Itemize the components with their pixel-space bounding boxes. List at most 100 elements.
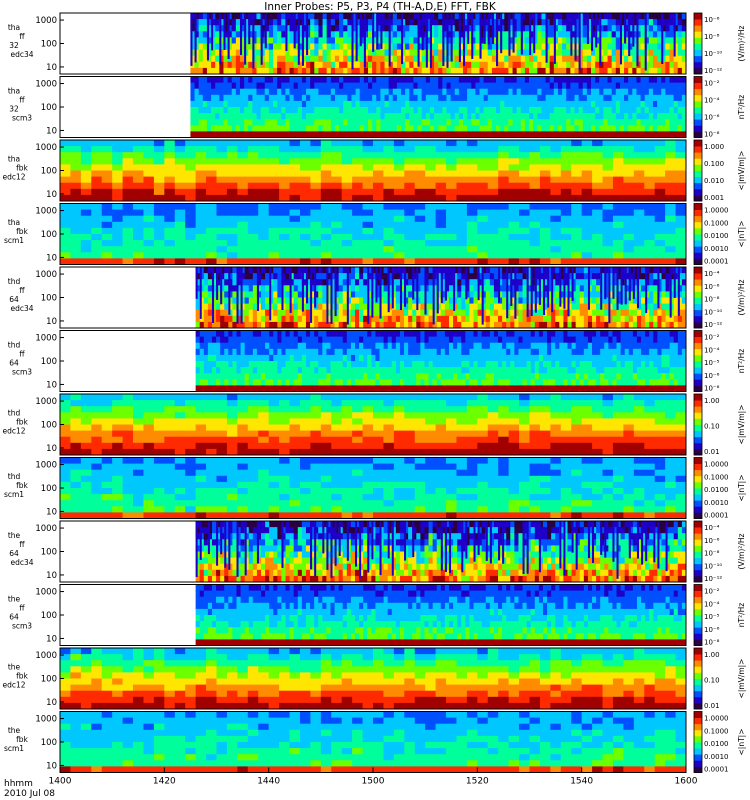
colorbar-label: <|nT|> <box>737 475 746 502</box>
colorbar-label: (V/m)²/Hz <box>737 533 746 569</box>
colorbar-tick-label: 10⁻⁸ <box>704 296 720 304</box>
y-tick-label: 100 <box>41 103 57 113</box>
colorbar-tick-label: 10⁻⁸ <box>704 33 720 41</box>
colorbar-tick-label: 0.0100 <box>704 486 729 494</box>
colorbar-tick-label: 10⁻² <box>704 588 720 596</box>
colorbar-tick-label: 10⁻² <box>704 80 720 88</box>
y-tick-label: 1000 <box>35 207 57 217</box>
x-tick-label: 1540 <box>570 777 593 787</box>
colorbar-tick-label: 1.0000 <box>704 715 729 723</box>
spectrogram-cells <box>190 76 686 138</box>
y-tick-label: 10 <box>46 380 57 390</box>
x-axis-label: hhmm <box>4 779 33 789</box>
spectrogram-cells <box>195 267 686 328</box>
y-tick-label: 10 <box>46 507 57 517</box>
spectrogram-cells <box>60 711 686 773</box>
x-tick-label: 1600 <box>675 777 698 787</box>
panel-y-label: theff 64 edc34 <box>8 531 34 567</box>
y-tick-label: 1000 <box>35 80 57 90</box>
panel-6: 1000 100 10 thdff 64 scm3 10⁻² 10⁻⁴ 10⁻⁵ 10⁻⁶ 10⁻⁸… <box>8 330 746 393</box>
colorbar: 1.0000 0.1000 0.0100 0.0010 0.0001 <|nT|> <box>693 711 746 774</box>
y-tick-label: 100 <box>41 167 57 177</box>
colorbar-tick-label: 1.0000 <box>704 461 729 469</box>
colorbar-tick-label: 10⁻⁴ <box>704 600 720 608</box>
colorbar-tick-label: 0.0001 <box>704 258 729 266</box>
y-tick-label: 100 <box>41 421 57 431</box>
colorbar-label: <|mV/m|> <box>737 659 746 699</box>
colorbar-tick-label: 0.0001 <box>704 766 729 774</box>
colorbar: 1.00 0.10 0.01 <|mV/m|> <box>693 393 746 456</box>
colorbar-label: <|nT|> <box>737 729 746 756</box>
panel-y-label: thaff 32 edc34 <box>8 23 34 59</box>
y-tick-label: 10 <box>46 634 57 644</box>
y-tick-label: 10 <box>46 761 57 771</box>
panel-1: 1000 100 10 thaff 32 edc34 10⁻⁶ 10⁻⁸ 10⁻¹⁰ 10⁻¹² (… <box>8 12 746 75</box>
panel-y-label: thdff 64 scm3 <box>8 341 33 377</box>
colorbar-tick-label: 10⁻⁶ <box>704 537 720 545</box>
colorbar-label: nT²/Hz <box>737 349 746 374</box>
colorbar-label: (V/m)²/Hz <box>737 25 746 61</box>
colorbar-tick-label: 10⁻¹⁰ <box>704 562 722 570</box>
date-label: 2010 Jul 08 <box>4 789 55 799</box>
y-tick-label: 100 <box>41 548 57 558</box>
panel-11: 1000 100 10 the fbk edc12 1.00 0.10 0.01 <|mV/m|> <box>2 647 746 710</box>
colorbar: 1.0000 0.1000 0.0100 0.0010 0.0001 <|nT|> <box>693 457 746 520</box>
colorbar: 10⁻² 10⁻⁴ 10⁻⁵ 10⁻⁶ 10⁻⁸ nT²/Hz <box>693 584 746 647</box>
colorbar-tick-label: 10⁻⁶ <box>704 372 720 380</box>
y-tick-label: 100 <box>41 675 57 685</box>
y-tick-label: 10 <box>46 190 57 200</box>
panel-y-label: tha fbk scm1 <box>4 218 29 245</box>
spectrogram-cells <box>60 203 686 265</box>
y-tick-label: 10 <box>46 444 57 454</box>
y-tick-label: 1000 <box>35 524 57 534</box>
y-tick-label: 100 <box>41 294 57 304</box>
colorbar-tick-label: 0.01 <box>704 448 720 456</box>
panel-y-label: tha fbk edc12 <box>2 155 28 182</box>
y-tick-label: 100 <box>41 357 57 367</box>
panel-y-label: theff 64 scm3 <box>8 595 32 631</box>
spectrogram-cells <box>60 457 686 519</box>
colorbar-tick-label: 0.001 <box>704 194 724 202</box>
y-tick-label: 1000 <box>35 715 57 725</box>
x-tick-label: 1440 <box>257 777 280 787</box>
y-tick-label: 1000 <box>35 334 57 344</box>
colorbar-tick-label: 0.10 <box>704 677 720 685</box>
y-tick-label: 1000 <box>35 588 57 598</box>
colorbar: 1.000 0.100 0.010 0.001 <|mV/m|> <box>693 139 746 202</box>
spectrogram-cells <box>195 584 686 646</box>
y-tick-label: 10 <box>46 698 57 708</box>
colorbar: 10⁻⁶ 10⁻⁸ 10⁻¹⁰ 10⁻¹² (V/m)²/Hz <box>693 12 746 75</box>
panels-group: 1000 100 10 thaff 32 edc34 10⁻⁶ 10⁻⁸ 10⁻¹⁰ 10⁻¹² (… <box>2 12 746 774</box>
colorbar: 1.0000 0.1000 0.0100 0.0010 0.0001 <|nT|> <box>693 203 746 266</box>
y-tick-label: 10 <box>46 317 57 327</box>
colorbar-tick-label: 0.1000 <box>704 219 729 227</box>
colorbar-tick-label: 10⁻⁶ <box>704 283 720 291</box>
panel-y-label: thd fbk scm1 <box>4 472 29 499</box>
x-tick-label: 1520 <box>466 777 489 787</box>
panel-4: 1000 100 10 tha fbk scm1 1.0000 0.1000 0.0100 0.0… <box>4 203 746 266</box>
y-tick-label: 1000 <box>35 270 57 280</box>
panel-y-label: the fbk edc12 <box>2 663 28 690</box>
colorbar-tick-label: 10⁻⁸ <box>704 131 720 139</box>
panel-10: 1000 100 10 theff 64 scm3 10⁻² 10⁻⁴ 10⁻⁵ 10⁻⁶ 10⁻⁸… <box>8 584 746 647</box>
colorbar-tick-label: 0.100 <box>704 160 724 168</box>
colorbar-tick-label: 10⁻² <box>704 334 720 342</box>
colorbar-tick-label: 1.0000 <box>704 207 729 215</box>
colorbar-label: nT²/Hz <box>737 95 746 120</box>
spectrogram-cells <box>60 648 686 709</box>
y-tick-label: 10 <box>46 63 57 73</box>
colorbar-tick-label: 0.1000 <box>704 727 729 735</box>
colorbar-label: <|nT|> <box>737 221 746 248</box>
y-tick-label: 1000 <box>35 651 57 661</box>
colorbar-tick-label: 10⁻⁸ <box>704 639 720 647</box>
panel-3: 1000 100 10 tha fbk edc12 1.000 0.100 0.010 0.001… <box>2 139 746 202</box>
y-tick-label: 100 <box>41 484 57 494</box>
colorbar: 10⁻² 10⁻⁴ 10⁻⁵ 10⁻⁶ 10⁻⁸ nT²/Hz <box>693 330 746 393</box>
y-tick-label: 100 <box>41 40 57 50</box>
panel-y-label: thd fbk edc12 <box>2 409 28 436</box>
y-tick-label: 1000 <box>35 461 57 471</box>
colorbar-tick-label: 0.10 <box>704 423 720 431</box>
spectrogram-cells <box>195 330 686 392</box>
